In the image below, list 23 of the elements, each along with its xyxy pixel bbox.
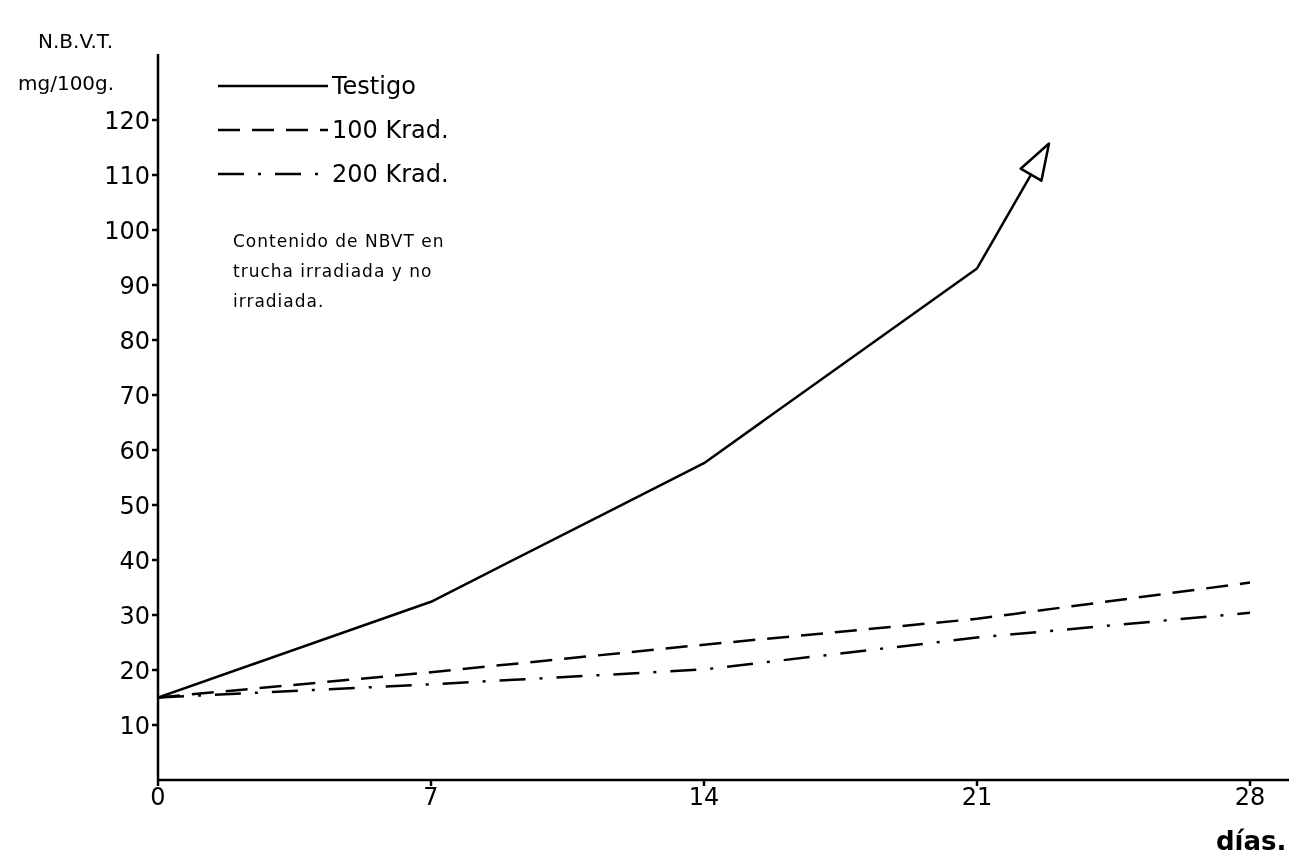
x-tick-label: 7	[423, 783, 439, 812]
y-tick-label: 70	[119, 381, 150, 410]
x-tick-label: 21	[961, 783, 993, 812]
y-tick-label: 120	[104, 106, 150, 135]
y-tick-label: 10	[119, 711, 150, 740]
y-tick-label: 90	[119, 271, 150, 300]
x-tick-label: 14	[688, 783, 720, 812]
y-axis-title: N.B.V.T. mg/100g.	[18, 28, 115, 97]
y-tick-label: 50	[119, 491, 150, 520]
y-tick-label: 80	[119, 326, 150, 355]
y-tick-label: 20	[119, 656, 150, 685]
legend-label: 100 Krad.	[332, 115, 449, 146]
y-tick-label: 110	[104, 161, 150, 190]
legend-label: 200 Krad.	[332, 159, 449, 190]
x-axis-title: días.	[1216, 826, 1287, 856]
y-tick-label: 30	[119, 601, 150, 630]
x-tick-label: 0	[150, 783, 166, 812]
annotation: Contenido de NBVT en trucha irradiada y no irradiada.	[233, 230, 446, 313]
y-tick-label: 60	[119, 436, 150, 465]
x-tick-label: 28	[1234, 783, 1266, 812]
legend-label: Testigo	[332, 71, 416, 102]
y-tick-label: 40	[119, 546, 150, 575]
y-tick-label: 100	[104, 216, 150, 245]
